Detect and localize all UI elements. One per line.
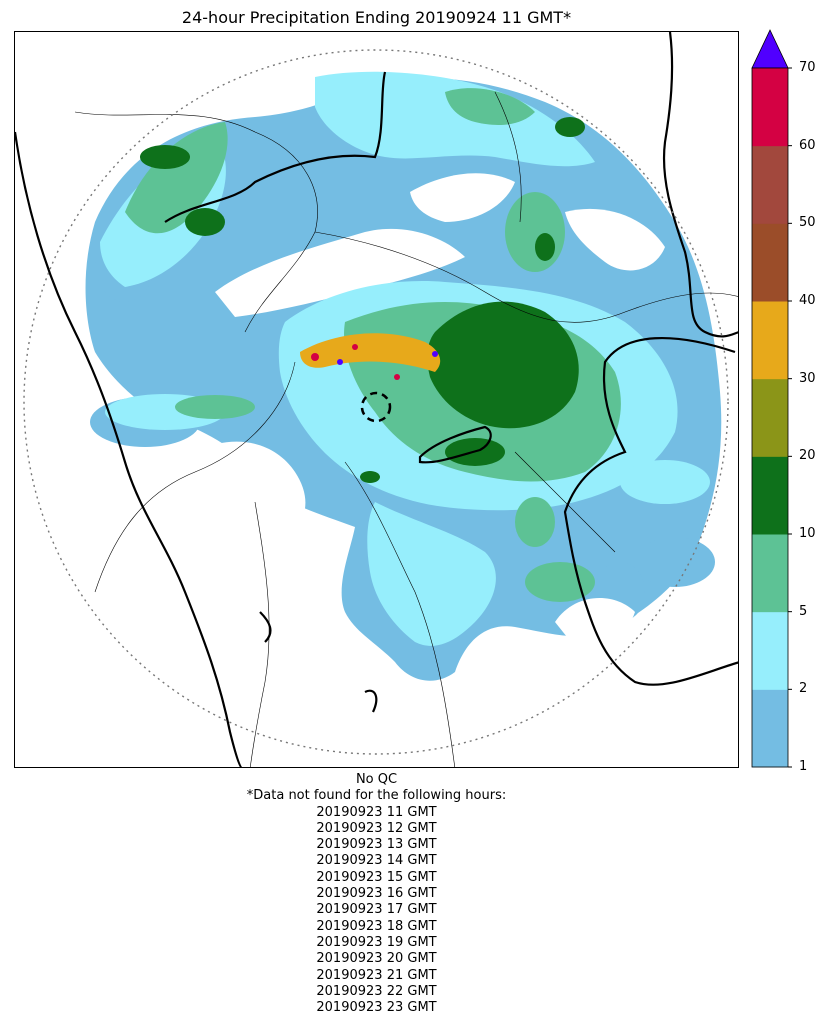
colorbar-bin (752, 68, 788, 147)
missing-hour-item: 20190923 22 GMT (316, 983, 437, 999)
missing-hour-item: 20190923 16 GMT (316, 886, 437, 902)
colorbar-outline (751, 67, 789, 768)
colorbar-tick-label: 20 (799, 448, 816, 464)
colorbar-tick-label: 50 (799, 215, 816, 231)
colorbar-bin (752, 534, 788, 613)
colorbar-extend-triangle (751, 29, 789, 69)
colorbar-tick-label: 40 (799, 293, 816, 308)
qc-note: No QC (355, 772, 398, 787)
colorbar-bin (752, 611, 788, 690)
missing-hour-item: 20190923 19 GMT (316, 934, 437, 950)
colorbar-tick-label: 30 (799, 370, 816, 386)
colorbar-bin (752, 145, 788, 224)
missing-hours-list: 20190923 11 GMT 20190923 12 GMT 20190923 1… (14, 805, 739, 1017)
colorbar-tick-label: 10 (799, 526, 816, 541)
missing-hour-item: 20190923 11 GMT (316, 804, 437, 820)
colorbar-tick-label: 60 (799, 137, 816, 153)
colorbar-tick-label: 1 (799, 759, 808, 774)
colorbar: 1 2 5 10 20 30 40 50 60 70 (751, 29, 822, 775)
radar-site-marker (360, 391, 392, 423)
political-boundaries (74, 91, 738, 767)
precip-intense-band (300, 333, 441, 380)
missing-hour-item: 20190923 17 GMT (316, 902, 437, 918)
colorbar-tick-label: 5 (799, 603, 808, 619)
missing-hour-item: 20190923 18 GMT (316, 918, 437, 934)
map-title: 24-hour Precipitation Ending 20190924 11… (181, 8, 572, 27)
precipitation-map-svg (15, 32, 738, 767)
missing-hour-item: 20190923 23 GMT (316, 1000, 437, 1016)
colorbar-tick-label: 2 (799, 681, 808, 697)
no-precip-gaps (195, 173, 665, 649)
missing-hour-item: 20190923 15 GMT (316, 869, 437, 885)
precip-10-20-layer (140, 117, 585, 483)
colorbar-bin (752, 301, 788, 380)
colorbar-bin (752, 456, 788, 535)
colorbar-bin (752, 378, 788, 457)
missing-hour-item: 20190923 20 GMT (316, 951, 437, 967)
colorbar-bin (752, 223, 788, 302)
national-coast-boundaries (15, 32, 738, 767)
range-ring (23, 49, 729, 755)
colorbar-bin (752, 689, 788, 768)
missing-hours-header: *Data not found for the following hours: (246, 788, 507, 804)
missing-hour-item: 20190923 14 GMT (316, 853, 437, 869)
missing-hour-item: 20190923 12 GMT (316, 820, 437, 836)
radar-map (14, 31, 739, 768)
notes-block: No QC *Data not found for the following … (14, 772, 739, 1016)
colorbar-tick-label: 70 (799, 60, 816, 75)
missing-hour-item: 20190923 13 GMT (316, 837, 437, 853)
missing-hour-item: 20190923 21 GMT (316, 967, 437, 983)
colorbar-svg (751, 29, 792, 768)
